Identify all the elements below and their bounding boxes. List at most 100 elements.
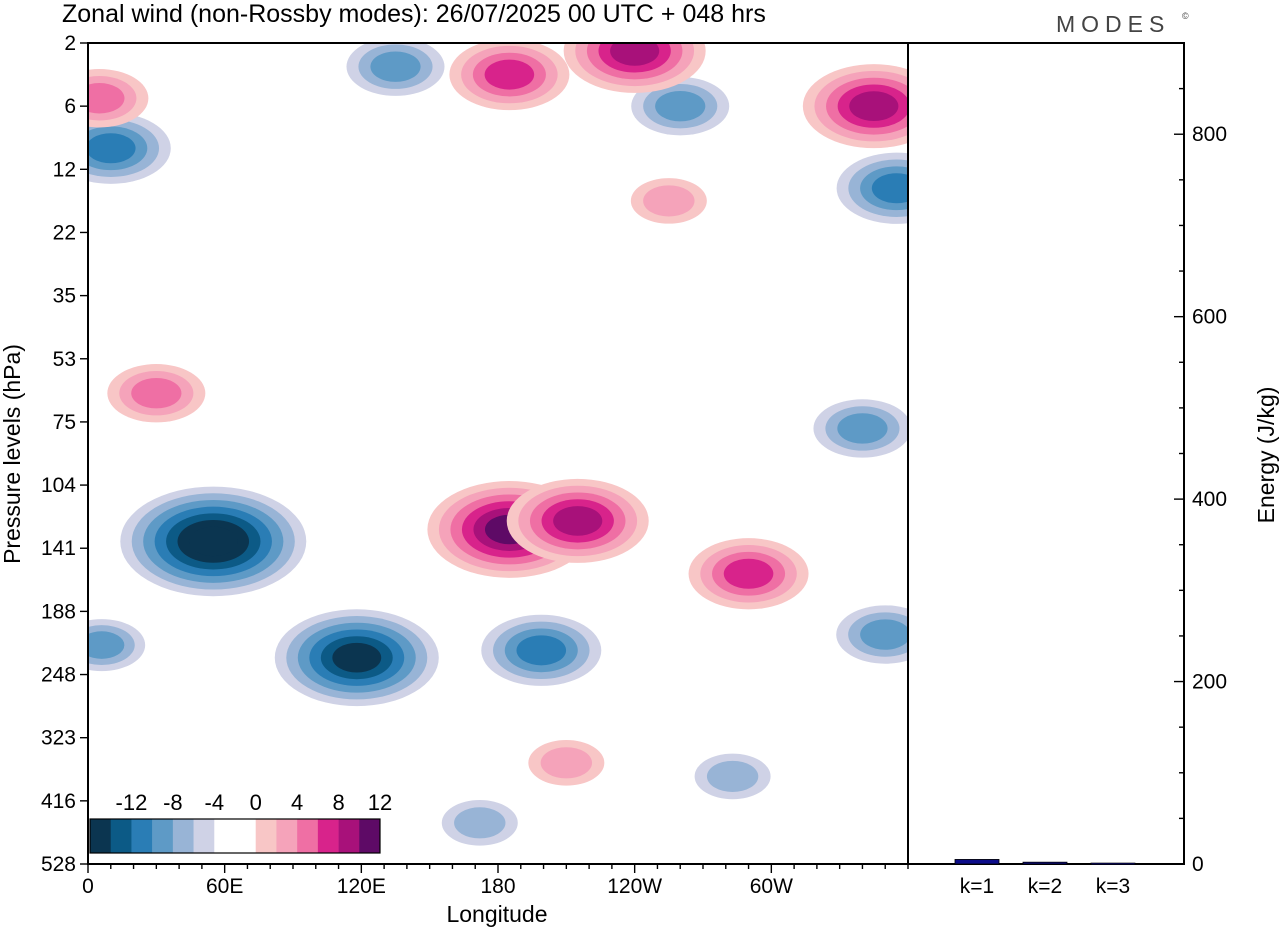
y-tick-label: 188 xyxy=(41,600,76,623)
y-tick-label: 104 xyxy=(41,474,76,497)
y-tick-label: 35 xyxy=(53,285,76,308)
energy-bar-k3 xyxy=(1090,862,1136,865)
x-tick-label: 60W xyxy=(750,875,793,898)
contour-band xyxy=(454,807,506,839)
x-tick-label: 60E xyxy=(206,875,243,898)
contour-feature xyxy=(449,43,570,111)
colorbar: -12 -8 -4 0 4 8 12 xyxy=(89,786,392,856)
colorbar-swatch xyxy=(235,819,257,853)
energy-panel-frame xyxy=(907,42,1185,865)
x-tick-label: 120E xyxy=(337,875,386,898)
colorbar-label: 8 xyxy=(332,790,344,815)
contour-feature xyxy=(88,619,146,672)
contour-band xyxy=(370,51,421,82)
colorbar-border xyxy=(89,818,381,854)
contour-feature xyxy=(120,486,307,597)
energy-tick-label: 400 xyxy=(1192,488,1227,511)
contour-band xyxy=(849,91,899,122)
energy-bar-k2 xyxy=(1022,861,1068,865)
contour-band xyxy=(88,631,125,659)
y-tick-label: 22 xyxy=(53,221,76,244)
contour-feature xyxy=(630,178,707,224)
colorbar-swatch xyxy=(90,819,112,853)
colorbar-swatch xyxy=(338,819,360,853)
longitude-axis: 0 60E 120E 180 120W 60W xyxy=(82,864,909,898)
contour-feature xyxy=(88,112,171,184)
contour-band xyxy=(553,506,603,536)
energy-bar-k1 xyxy=(954,859,1000,865)
contour-feature xyxy=(813,399,908,458)
contour-feature xyxy=(563,43,706,93)
contour-band xyxy=(610,43,660,66)
x-tick-label: 120W xyxy=(607,875,662,898)
contour-feature xyxy=(481,614,602,686)
colorbar-swatch xyxy=(172,819,194,853)
colorbar-swatch xyxy=(359,819,381,853)
contour-band xyxy=(643,185,695,217)
chart-title: Zonal wind (non-Rossby modes): 26/07/202… xyxy=(62,0,766,28)
contour-feature xyxy=(836,605,908,664)
y-tick-label: 248 xyxy=(41,664,76,687)
x-tick-label: 0 xyxy=(82,875,94,898)
energy-bar-label: k=3 xyxy=(1096,875,1130,898)
y-tick-label: 416 xyxy=(41,790,76,813)
energy-bars: k=1 k=2 k=3 xyxy=(954,859,1136,898)
colorbar-label: 0 xyxy=(250,790,262,815)
contour-band xyxy=(88,83,125,114)
contour-band xyxy=(871,173,908,204)
contour-feature xyxy=(694,753,771,800)
contour-band xyxy=(837,413,888,444)
colorbar-swatch xyxy=(317,819,339,853)
colorbar-swatch xyxy=(152,819,174,853)
x-tick-label: 180 xyxy=(480,875,515,898)
contour-band xyxy=(723,558,774,589)
y-tick-label: 323 xyxy=(41,727,76,750)
y-axis-label: Pressure levels (hPa) xyxy=(0,344,25,564)
contour-field xyxy=(88,43,908,846)
colorbar-swatch xyxy=(131,819,153,853)
contour-feature xyxy=(631,76,730,136)
contour-band xyxy=(516,635,567,666)
contour-feature xyxy=(441,800,518,846)
colorbar-swatch xyxy=(297,819,319,853)
y-tick-label: 528 xyxy=(41,853,76,876)
energy-bar-label: k=2 xyxy=(1028,875,1062,898)
contour-feature xyxy=(88,69,149,128)
contour-feature xyxy=(802,64,908,149)
colorbar-label: -12 xyxy=(116,790,148,815)
contour-band xyxy=(332,642,382,673)
contour-feature xyxy=(688,538,809,610)
colorbar-swatch xyxy=(110,819,132,853)
contour-band xyxy=(860,619,908,650)
contour-feature xyxy=(528,740,605,786)
colorbar-swatch xyxy=(255,819,277,853)
y-tick-label: 75 xyxy=(53,411,76,434)
contour-band xyxy=(131,378,182,409)
colorbar-label: -8 xyxy=(163,790,183,815)
contour-feature xyxy=(346,43,445,96)
x-axis-label: Longitude xyxy=(446,901,547,927)
contour-feature xyxy=(107,364,206,423)
logo-copyright-mark: © xyxy=(1182,11,1189,21)
energy-tick-label: 0 xyxy=(1192,853,1204,876)
colorbar-swatch xyxy=(193,819,215,853)
contour-band xyxy=(706,760,759,792)
y-tick-label: 53 xyxy=(53,348,76,371)
energy-axis: 0 200 400 600 800 xyxy=(1174,42,1227,876)
map-frame xyxy=(87,42,909,865)
contour-feature xyxy=(836,152,908,224)
contour-band xyxy=(188,526,238,557)
y-tick-label: 2 xyxy=(64,32,76,55)
y-tick-label: 6 xyxy=(64,95,76,118)
energy-axis-label: Energy (J/kg) xyxy=(1253,387,1279,524)
pressure-axis: 2 6 12 22 35 53 75 104 141 188 248 323 416 528 xyxy=(41,32,88,876)
colorbar-label: 12 xyxy=(368,790,392,815)
colorbar-swatch xyxy=(276,819,298,853)
contour-feature xyxy=(506,478,649,563)
energy-bar-label: k=1 xyxy=(960,875,994,898)
modes-logo: MODES xyxy=(1056,11,1170,37)
contour-feature xyxy=(274,609,439,707)
contour-band xyxy=(88,133,136,164)
energy-tick-label: 800 xyxy=(1192,123,1227,146)
